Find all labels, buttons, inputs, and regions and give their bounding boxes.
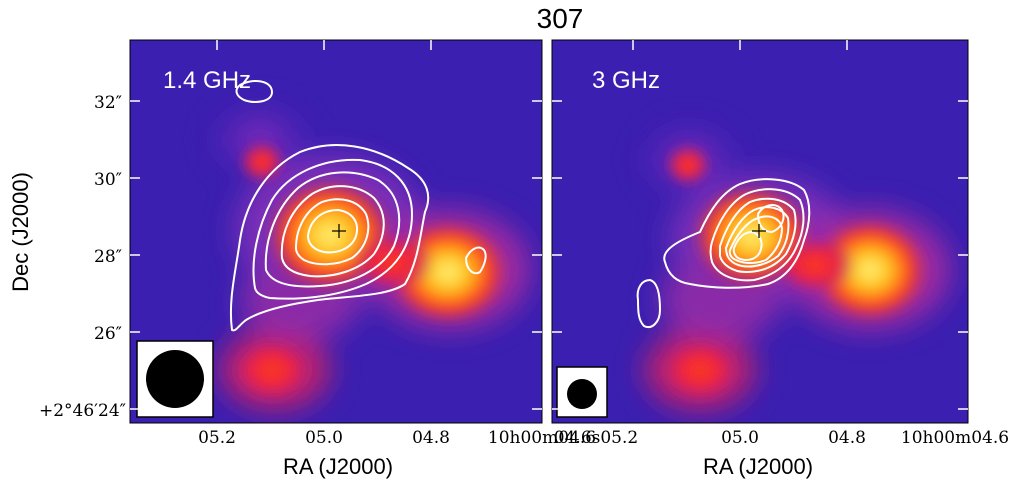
contours-left [229,79,487,332]
y-tick-label: 26″ [94,324,122,344]
x-tick-label: 04.8 [412,428,450,448]
x-axis-label: RA (J2000) [283,454,393,479]
panel-right-label: 3 GHz [592,67,660,94]
panel-right-ticks [552,40,968,410]
panel-right: 3 GHz 04.6s05.2 05.0 04.8 10h00m04.6 RA … [551,39,1009,479]
panel-left-ticks [130,40,542,410]
beam-box-right [556,366,608,418]
y-tick-label: 30″ [94,170,122,190]
y-tick-label: +2°46′24″ [39,401,126,421]
y-tick-label: 32″ [94,93,122,113]
x-tick-label: 05.2 [198,428,236,448]
beam-ellipse-left [146,350,204,408]
figure-title: 307 [537,3,584,34]
panel-left-frame [129,39,543,424]
y-tick-label: 28″ [94,247,122,267]
panel-right-frame [551,39,969,424]
panel-left-map [130,40,542,423]
beam-box-left [136,340,214,418]
panel-left-label: 1.4 GHz [163,67,251,94]
x-tick-label: 04.8 [828,428,866,448]
x-tick-label: 04.6s05.2 [554,428,638,448]
x-tick-label: 05.0 [305,428,343,448]
x-tick-label: 10h00m04.6 [488,428,596,448]
x-tick-label: 05.0 [721,428,759,448]
contours-right [636,178,811,328]
x-tick-label: 10h00m04.6 [901,428,1009,448]
source-position-marker-right [752,224,766,238]
beam-ellipse-right [567,379,597,409]
x-axis-label: RA (J2000) [703,454,813,479]
y-axis-label: Dec (J2000) [8,172,33,292]
source-position-marker-left [332,224,346,238]
panel-right-map [552,40,968,423]
panel-left: 1.4 GHz 32″ 30″ 28″ 26″ +2°46′24″ 05.2 0… [39,39,596,479]
